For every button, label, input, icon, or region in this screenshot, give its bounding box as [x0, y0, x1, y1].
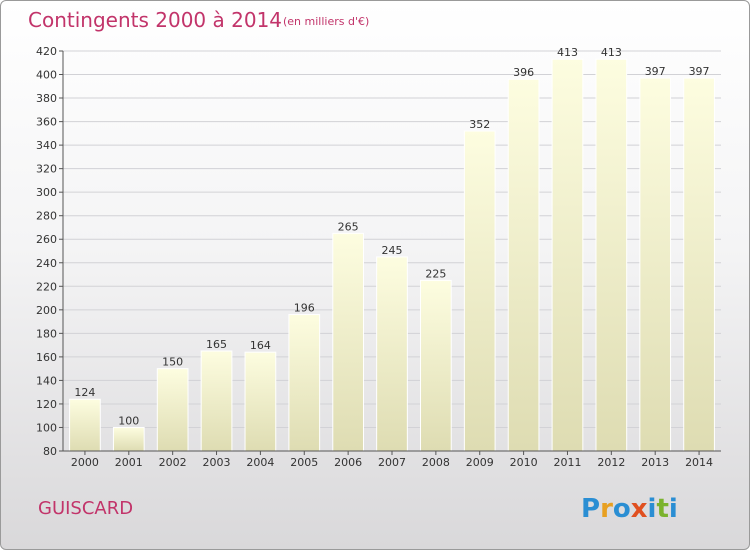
bar	[200, 350, 233, 452]
x-tick-label: 2004	[246, 456, 274, 469]
x-tick-label: 2009	[466, 456, 494, 469]
y-tick-label: 340	[36, 139, 57, 152]
bars: 124 100 150 165 164 196 265 245 225 352 396 413 413 3…	[69, 46, 715, 452]
bar	[156, 368, 189, 452]
y-tick-label: 220	[36, 280, 57, 293]
commune-name: GUISCARD	[38, 498, 133, 519]
x-tick-label: 2005	[290, 456, 318, 469]
data-label: 245	[382, 244, 403, 257]
x-tick-label: 2003	[203, 456, 231, 469]
data-label: 196	[294, 302, 315, 315]
x-tick-label: 2007	[378, 456, 406, 469]
y-tick-label: 280	[36, 210, 57, 223]
y-tick-label: 200	[36, 304, 57, 317]
bar	[463, 130, 496, 452]
proxiti-logo: Proxiti	[581, 494, 678, 524]
y-tick-label: 380	[36, 92, 57, 105]
y-tick-label: 180	[36, 327, 57, 340]
x-tick-label: 2013	[641, 456, 669, 469]
data-label: 352	[469, 118, 490, 131]
svg-text:Proxiti: Proxiti	[581, 494, 678, 524]
chart-subtitle: (en milliers d'€)	[283, 15, 369, 28]
y-tick-label: 80	[43, 445, 57, 458]
bar	[683, 77, 715, 452]
data-label: 397	[689, 65, 710, 78]
y-tick-label: 160	[36, 351, 57, 364]
bar	[551, 58, 584, 452]
x-tick-label: 2001	[115, 456, 143, 469]
data-label: 413	[557, 46, 578, 59]
chart-title: Contingents 2000 à 2014	[28, 8, 282, 32]
y-tick-label: 260	[36, 233, 57, 246]
y-tick-label: 320	[36, 163, 57, 176]
x-tick-label: 2008	[422, 456, 450, 469]
x-tick-label: 2000	[71, 456, 99, 469]
y-tick-label: 360	[36, 116, 57, 129]
data-label: 164	[250, 339, 271, 352]
data-label: 124	[74, 386, 95, 399]
bar	[507, 78, 540, 452]
data-label: 225	[425, 267, 446, 280]
bar	[69, 398, 101, 452]
x-tick-label: 2011	[553, 456, 581, 469]
x-tick-label: 2012	[597, 456, 625, 469]
y-tick-label: 400	[36, 69, 57, 82]
data-label: 413	[601, 46, 622, 59]
bar	[112, 426, 145, 452]
x-tick-label: 2002	[159, 456, 187, 469]
x-tick-label: 2006	[334, 456, 362, 469]
bar	[376, 256, 408, 452]
data-label: 265	[338, 220, 359, 233]
y-tick-label: 240	[36, 257, 57, 270]
data-label: 150	[162, 356, 183, 369]
bar	[288, 314, 321, 452]
x-tick-label: 2010	[510, 456, 538, 469]
bar	[639, 77, 672, 452]
bar	[244, 351, 277, 452]
x-tick-label: 2014	[685, 456, 713, 469]
bar	[332, 232, 364, 452]
y-tick-label: 100	[36, 421, 57, 434]
data-label: 165	[206, 338, 227, 351]
bar	[595, 58, 628, 452]
axes: 80 100 120 140 160 180 200 220 240 260 280 300 320 34…	[36, 45, 721, 469]
data-label: 397	[645, 65, 666, 78]
data-label: 396	[513, 66, 534, 79]
y-tick-label: 140	[36, 374, 57, 387]
bar	[420, 279, 452, 452]
y-tick-label: 420	[36, 45, 57, 58]
data-label: 100	[118, 414, 139, 427]
y-tick-label: 300	[36, 186, 57, 199]
y-tick-label: 120	[36, 398, 57, 411]
